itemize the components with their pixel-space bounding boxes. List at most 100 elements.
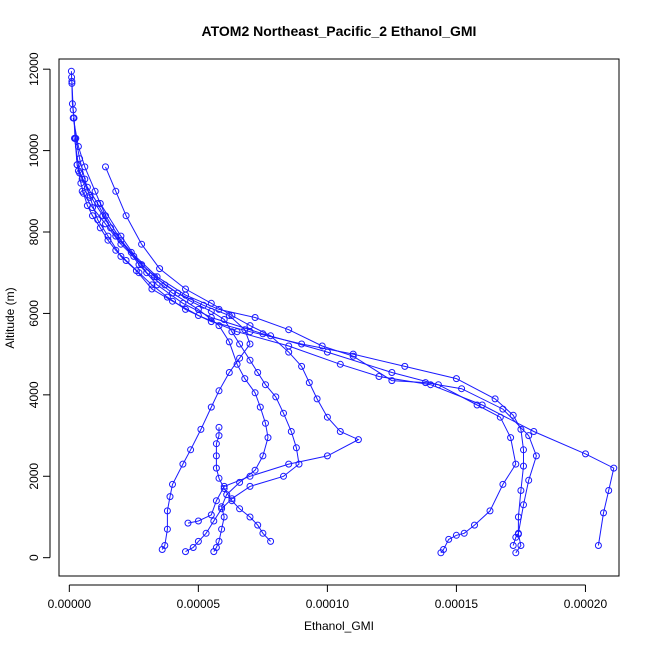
data-point [507,434,515,442]
series-line [76,164,251,550]
data-point [228,497,236,505]
data-point [73,161,81,169]
data-point [264,434,272,442]
data-point [207,307,215,315]
data-point [259,529,267,537]
data-point [517,425,525,433]
data-point [207,299,215,307]
data-point [68,77,76,85]
data-point [138,261,146,269]
series-line [72,117,517,554]
data-point [295,460,303,468]
data-point [236,354,244,362]
data-point [236,505,244,513]
data-point [262,419,269,427]
data-point [112,232,120,240]
data-point [215,423,223,431]
data-point [323,348,331,356]
x-tick-label: 0.00000 [48,597,92,611]
chart-title: ATOM2 Northeast_Pacific_2 Ethanol_GMI [202,23,477,39]
data-point [285,348,293,356]
x-tick-label: 0.00005 [177,597,221,611]
data-point [460,529,468,537]
data-point [228,312,236,319]
data-point [349,350,357,358]
data-point [182,285,189,293]
data-point [132,267,140,275]
data-point [520,462,527,470]
data-point [267,332,275,340]
data-point [182,305,189,313]
series-line [215,427,271,542]
data-point [251,314,259,321]
series-4 [71,134,540,549]
data-point [298,362,306,370]
data-point [148,285,156,293]
data-point [102,163,109,171]
data-point [605,487,613,494]
data-point [225,338,233,346]
data-point [189,544,197,551]
series-line [74,138,537,546]
data-point [267,537,275,545]
data-point [89,204,96,212]
data-point [71,134,78,142]
data-point [215,387,223,395]
data-point [166,493,174,501]
y-tick-label: 4000 [27,381,41,408]
data-point [122,257,130,264]
y-tick-label: 2000 [27,463,41,490]
data-point [512,549,520,557]
series-line [99,203,269,552]
data-point [179,460,187,468]
data-point [520,501,527,509]
data-point [471,521,478,529]
data-point [91,187,99,195]
data-point [117,252,125,260]
data-point [80,189,87,197]
data-point [422,379,429,387]
data-point [78,187,86,195]
data-point [215,322,223,330]
data-point [215,432,223,440]
data-point [280,472,287,480]
x-tick-label: 0.00015 [435,597,479,611]
data-point [163,525,171,533]
data-point [499,405,507,413]
data-point [202,529,210,537]
data-point [207,403,215,411]
data-point [218,503,226,511]
data-point [486,507,494,515]
data-point [517,542,525,549]
data-point [610,464,618,472]
data-point [509,542,517,549]
data-point [220,485,228,492]
data-point [254,521,262,529]
data-point [233,360,241,368]
data-point [246,472,254,480]
data-point [104,232,112,240]
data-point [323,413,331,421]
data-point [458,385,466,393]
data-point [525,476,533,484]
data-point [163,293,171,301]
data-point [272,393,280,401]
y-tick-label: 6000 [27,300,41,327]
data-point [130,252,138,260]
data-point [323,452,331,460]
series-8 [102,163,362,527]
data-point [220,316,228,323]
y-tick-label: 10000 [27,134,41,168]
data-point [401,362,409,370]
data-point [187,446,195,454]
data-point [112,187,120,195]
data-point [594,542,602,549]
data-point [452,531,460,539]
data-point [512,460,520,468]
series-7 [96,200,272,556]
data-point [473,401,481,409]
data-point [336,428,344,435]
data-point [246,356,254,364]
series-layer [67,67,618,557]
x-tick-label: 0.00010 [306,597,350,611]
